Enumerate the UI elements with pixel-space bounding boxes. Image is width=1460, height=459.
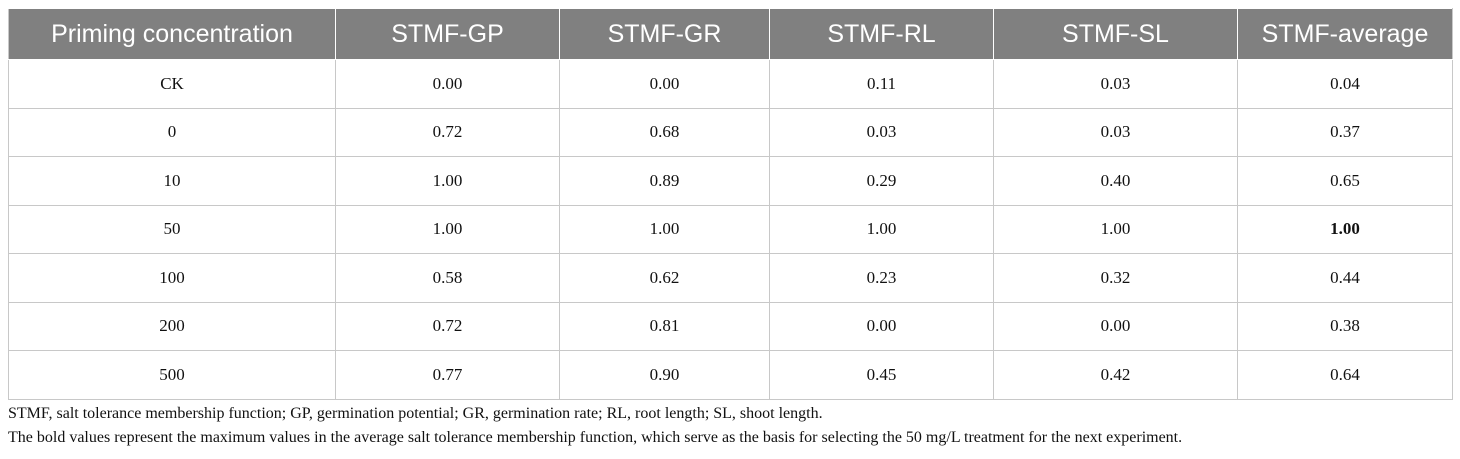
cell-concentration: 500 (8, 350, 336, 400)
header-stmf-sl: STMF-SL (993, 8, 1238, 60)
table-header-row: Priming concentration STMF-GP STMF-GR ST… (8, 8, 1453, 60)
cell-stmf-gr: 0.00 (559, 59, 770, 109)
cell-stmf-average-max: 1.00 (1237, 204, 1453, 254)
cell-stmf-sl: 0.32 (993, 253, 1238, 303)
cell-concentration: 200 (8, 301, 336, 351)
cell-concentration: 0 (8, 107, 336, 157)
cell-stmf-rl: 0.29 (769, 156, 994, 206)
header-stmf-rl: STMF-RL (769, 8, 994, 60)
table-row: CK 0.00 0.00 0.11 0.03 0.04 (8, 59, 1453, 109)
cell-stmf-sl: 0.42 (993, 350, 1238, 400)
cell-stmf-gp: 1.00 (335, 204, 560, 254)
cell-stmf-sl: 0.03 (993, 107, 1238, 157)
table-row: 100 0.58 0.62 0.23 0.32 0.44 (8, 253, 1453, 303)
cell-stmf-average: 0.65 (1237, 156, 1453, 206)
cell-stmf-average: 0.44 (1237, 253, 1453, 303)
table-footnotes: STMF, salt tolerance membership function… (8, 402, 1452, 450)
cell-stmf-gr: 0.68 (559, 107, 770, 157)
cell-stmf-gr: 0.81 (559, 301, 770, 351)
cell-stmf-rl: 0.45 (769, 350, 994, 400)
cell-concentration: 50 (8, 204, 336, 254)
table-row: 0 0.72 0.68 0.03 0.03 0.37 (8, 107, 1453, 157)
cell-stmf-gp: 0.00 (335, 59, 560, 109)
cell-stmf-sl: 0.40 (993, 156, 1238, 206)
cell-concentration: 100 (8, 253, 336, 303)
data-table: Priming concentration STMF-GP STMF-GR ST… (8, 8, 1453, 400)
cell-concentration: 10 (8, 156, 336, 206)
cell-stmf-gp: 0.58 (335, 253, 560, 303)
cell-stmf-gp: 0.77 (335, 350, 560, 400)
cell-stmf-average: 0.04 (1237, 59, 1453, 109)
cell-stmf-gp: 0.72 (335, 107, 560, 157)
bold-values-footnote: The bold values represent the maximum va… (8, 429, 1183, 446)
cell-stmf-average: 0.64 (1237, 350, 1453, 400)
cell-stmf-gp: 0.72 (335, 301, 560, 351)
cell-concentration: CK (8, 59, 336, 109)
cell-stmf-rl: 0.03 (769, 107, 994, 157)
cell-stmf-average: 0.38 (1237, 301, 1453, 351)
cell-stmf-average: 0.37 (1237, 107, 1453, 157)
cell-stmf-sl: 0.03 (993, 59, 1238, 109)
header-priming-concentration: Priming concentration (8, 8, 336, 60)
cell-stmf-rl: 0.23 (769, 253, 994, 303)
abbreviations-footnote: STMF, salt tolerance membership function… (8, 405, 823, 422)
header-stmf-gr: STMF-GR (559, 8, 770, 60)
cell-stmf-gr: 1.00 (559, 204, 770, 254)
header-stmf-gp: STMF-GP (335, 8, 560, 60)
table-row: 50 1.00 1.00 1.00 1.00 1.00 (8, 204, 1453, 254)
cell-stmf-rl: 0.00 (769, 301, 994, 351)
table-row: 500 0.77 0.90 0.45 0.42 0.64 (8, 350, 1453, 400)
cell-stmf-gr: 0.90 (559, 350, 770, 400)
table-row: 200 0.72 0.81 0.00 0.00 0.38 (8, 301, 1453, 351)
cell-stmf-sl: 0.00 (993, 301, 1238, 351)
cell-stmf-gr: 0.89 (559, 156, 770, 206)
cell-stmf-rl: 0.11 (769, 59, 994, 109)
header-stmf-average: STMF-average (1237, 8, 1453, 60)
cell-stmf-gp: 1.00 (335, 156, 560, 206)
cell-stmf-sl: 1.00 (993, 204, 1238, 254)
cell-stmf-rl: 1.00 (769, 204, 994, 254)
cell-stmf-gr: 0.62 (559, 253, 770, 303)
table-row: 10 1.00 0.89 0.29 0.40 0.65 (8, 156, 1453, 206)
